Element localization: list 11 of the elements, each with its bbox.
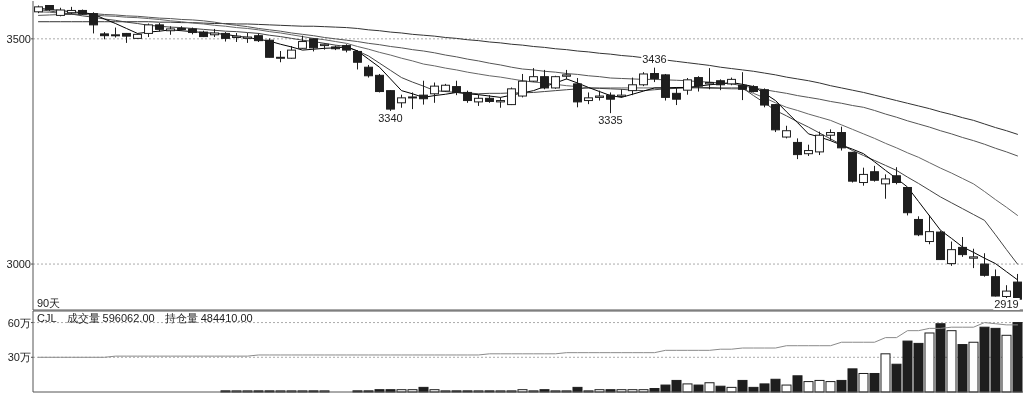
- y-tick-label: 3500: [6, 32, 31, 45]
- annotation: 3335: [598, 114, 623, 127]
- annotation: 2919: [994, 298, 1019, 310]
- y-tick-label: 3000: [6, 258, 31, 271]
- annotation: 成交量 596062.00: [66, 312, 155, 324]
- annotation: CJL: [37, 312, 57, 324]
- annotation: 3340: [378, 111, 403, 124]
- y-tick-label: 30万: [7, 351, 31, 364]
- annotation: 90天: [37, 297, 61, 309]
- y-tick-label: 60万: [7, 316, 31, 329]
- annotation: 持仓量 484410.00: [164, 312, 253, 324]
